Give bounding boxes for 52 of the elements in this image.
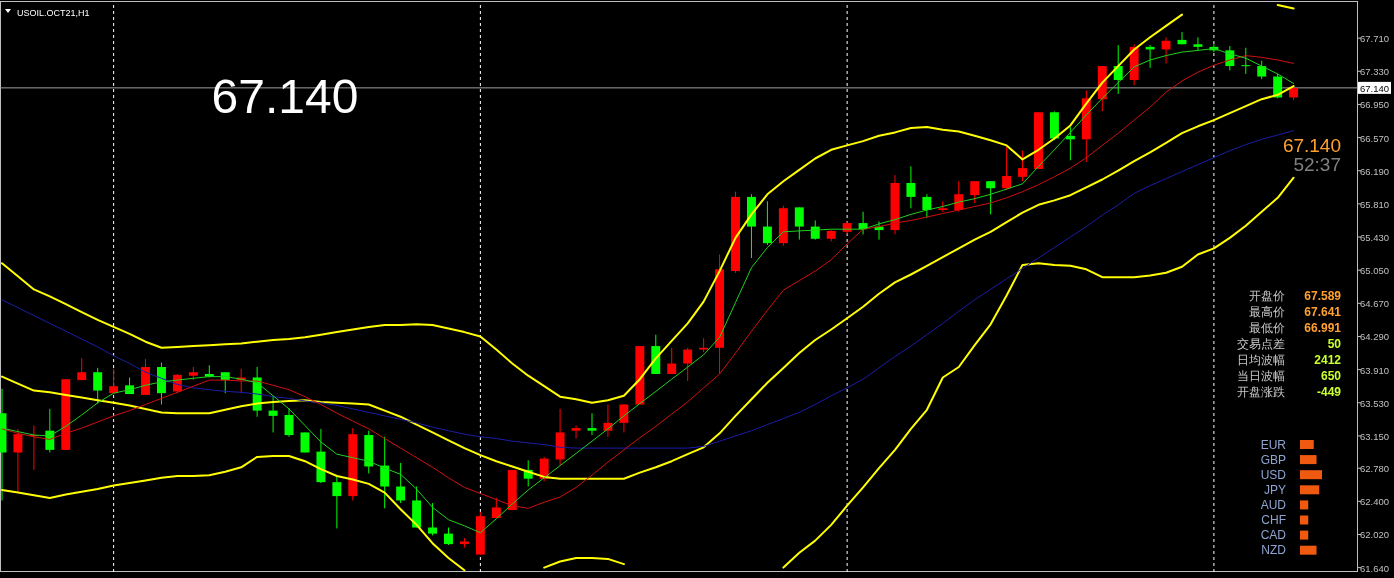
y-tick-label: AUD [1260, 497, 1287, 512]
bar [1300, 470, 1322, 480]
y-tick-label: 66.570 [1360, 132, 1390, 144]
y-tick-label: NZD [1261, 543, 1287, 558]
y-tick-label: 62.020 [1360, 529, 1390, 541]
text: 67.641 [1304, 305, 1342, 319]
y-tick-label: EUR [1260, 437, 1287, 452]
annotation: 最低价 [1249, 321, 1285, 335]
text: 66.991 [1304, 321, 1342, 335]
y-tick-label: 65.430 [1360, 232, 1390, 244]
y-tick-label: 66.950 [1360, 99, 1390, 111]
annotation: 67.140 [211, 70, 359, 123]
chart-title: USOIL.OCT21,H1 [17, 8, 90, 18]
bar [1300, 485, 1320, 495]
bar [1300, 515, 1309, 525]
annotation: 最高价 [1249, 305, 1285, 319]
y-tick-label: JPY [1263, 482, 1286, 497]
y-tick-label: 65.050 [1360, 265, 1390, 277]
y-tick-label: CHF [1261, 513, 1286, 527]
bar [1300, 500, 1309, 510]
y-tick-label: 66.190 [1360, 165, 1390, 177]
y-tick-label: 63.910 [1360, 364, 1390, 376]
text: 67.589 [1304, 289, 1342, 303]
y-tick-label: 64.290 [1360, 331, 1390, 343]
annotation: 日均波幅 [1237, 353, 1285, 367]
y-tick-label: 62.780 [1360, 463, 1390, 475]
y-tick-label: 63.530 [1360, 397, 1390, 409]
annotation: 开盘价 [1249, 289, 1285, 303]
y-tick-label: CAD [1260, 528, 1287, 543]
y-tick-label: 67.710 [1360, 33, 1390, 45]
ref-line-label: 67.140 [1360, 82, 1390, 94]
annotation: 当日波幅 [1237, 369, 1285, 383]
annotation: 52:37 [1293, 154, 1341, 175]
text: -449 [1316, 385, 1342, 399]
y-tick-label: 63.150 [1360, 430, 1390, 442]
annotation: 交易点差 [1237, 337, 1285, 351]
text: 50 [1327, 337, 1342, 351]
y-tick-label: 62.400 [1360, 496, 1390, 508]
text: 2412 [1314, 353, 1342, 367]
y-tick-label: USD [1260, 467, 1287, 482]
bar [1300, 545, 1317, 555]
y-tick-label: 67.330 [1360, 66, 1390, 78]
y-tick-label: GBP [1260, 452, 1286, 467]
annotation: 67.140 [1282, 135, 1341, 156]
text: 650 [1320, 369, 1342, 383]
annotation: 开盘涨跌 [1237, 385, 1285, 399]
bar [1300, 440, 1314, 449]
bar [1300, 455, 1317, 465]
y-tick-label: 64.670 [1360, 298, 1390, 310]
y-tick-label: 65.810 [1360, 198, 1390, 210]
bar [1300, 530, 1309, 540]
y-tick-label: 61.640 [1360, 562, 1390, 574]
